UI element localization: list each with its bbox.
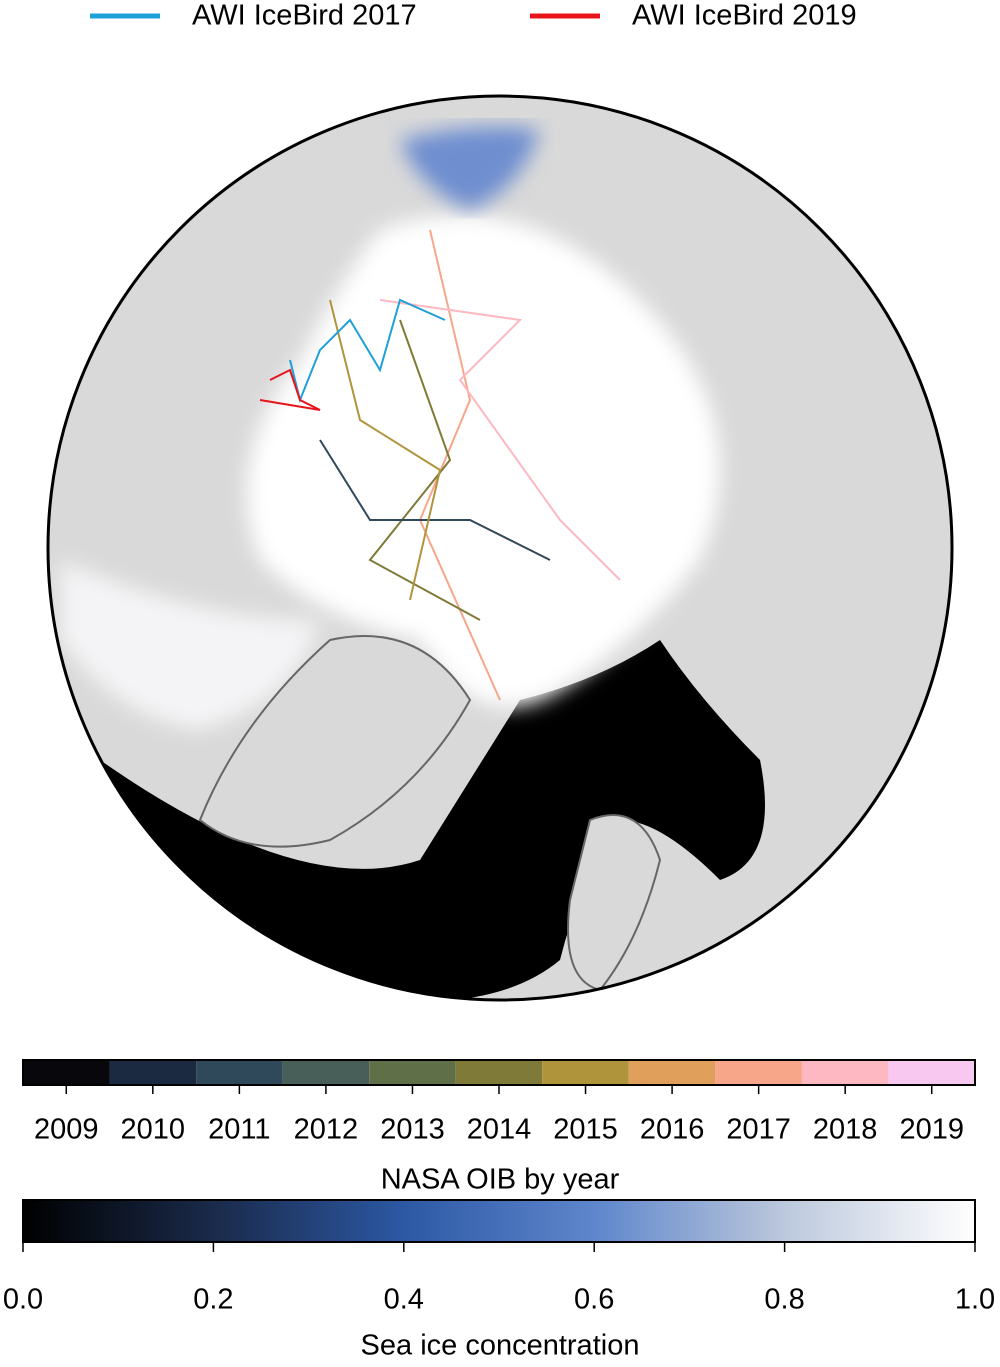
flight-line xyxy=(368,319,481,621)
year-swatch xyxy=(715,1060,802,1085)
colorbar-title: Sea ice concentration xyxy=(361,1330,640,1362)
year-label: 2012 xyxy=(294,1114,359,1146)
year-swatch xyxy=(109,1060,197,1085)
year-label: 2017 xyxy=(726,1114,791,1146)
concentration-ticks: 0.0 0.2 0.4 0.6 0.8 1.0 Sea ice concentration xyxy=(3,1242,995,1362)
year-swatch xyxy=(542,1060,629,1085)
sea-ice xyxy=(60,560,320,730)
tick-label: 0.2 xyxy=(193,1284,233,1316)
year-label: 2015 xyxy=(553,1114,618,1146)
year-label: 2014 xyxy=(467,1114,532,1146)
map-border xyxy=(46,94,954,1002)
year-swatch xyxy=(196,1060,283,1085)
year-label: 2016 xyxy=(640,1114,705,1146)
year-label: 2013 xyxy=(380,1114,445,1146)
year-swatch xyxy=(801,1060,889,1085)
greenland xyxy=(198,635,472,848)
legend: AWI IceBird 2017 AWI IceBird 2019 xyxy=(90,0,857,32)
tick-label: 0.0 xyxy=(3,1284,43,1316)
year-label: 2018 xyxy=(813,1114,878,1146)
sea-ice xyxy=(400,126,540,210)
tick-label: 1.0 xyxy=(955,1284,995,1316)
year-swatch xyxy=(23,1060,110,1085)
tick-label: 0.4 xyxy=(384,1284,424,1316)
legend-label: AWI IceBird 2019 xyxy=(632,0,857,32)
year-label: 2010 xyxy=(121,1114,186,1146)
flight-line xyxy=(319,439,551,561)
year-swatch xyxy=(888,1060,975,1085)
year-swatch xyxy=(455,1060,543,1085)
year-swatch xyxy=(628,1060,716,1085)
flight-line xyxy=(329,299,442,601)
concentration-colorbar xyxy=(22,1199,976,1243)
sea-ice xyxy=(246,215,720,707)
year-colorbar: 2009 2010 2011 2012 2013 2014 2015 2016 2017 2018… xyxy=(22,1059,976,1196)
year-swatch xyxy=(282,1060,370,1085)
tick-label: 0.6 xyxy=(574,1284,614,1316)
year-label: 2011 xyxy=(208,1114,270,1146)
year-swatch xyxy=(369,1060,456,1085)
icebird-2019-line xyxy=(259,368,321,411)
legend-label: AWI IceBird 2017 xyxy=(192,0,417,32)
tick-label: 0.8 xyxy=(764,1284,804,1316)
flight-line xyxy=(379,299,621,581)
colorbar-title: NASA OIB by year xyxy=(381,1164,620,1196)
map xyxy=(48,96,952,1000)
open-ocean xyxy=(100,640,765,1000)
year-label: 2009 xyxy=(34,1114,99,1146)
year-label: 2019 xyxy=(899,1114,964,1146)
scandinavia xyxy=(567,814,662,992)
